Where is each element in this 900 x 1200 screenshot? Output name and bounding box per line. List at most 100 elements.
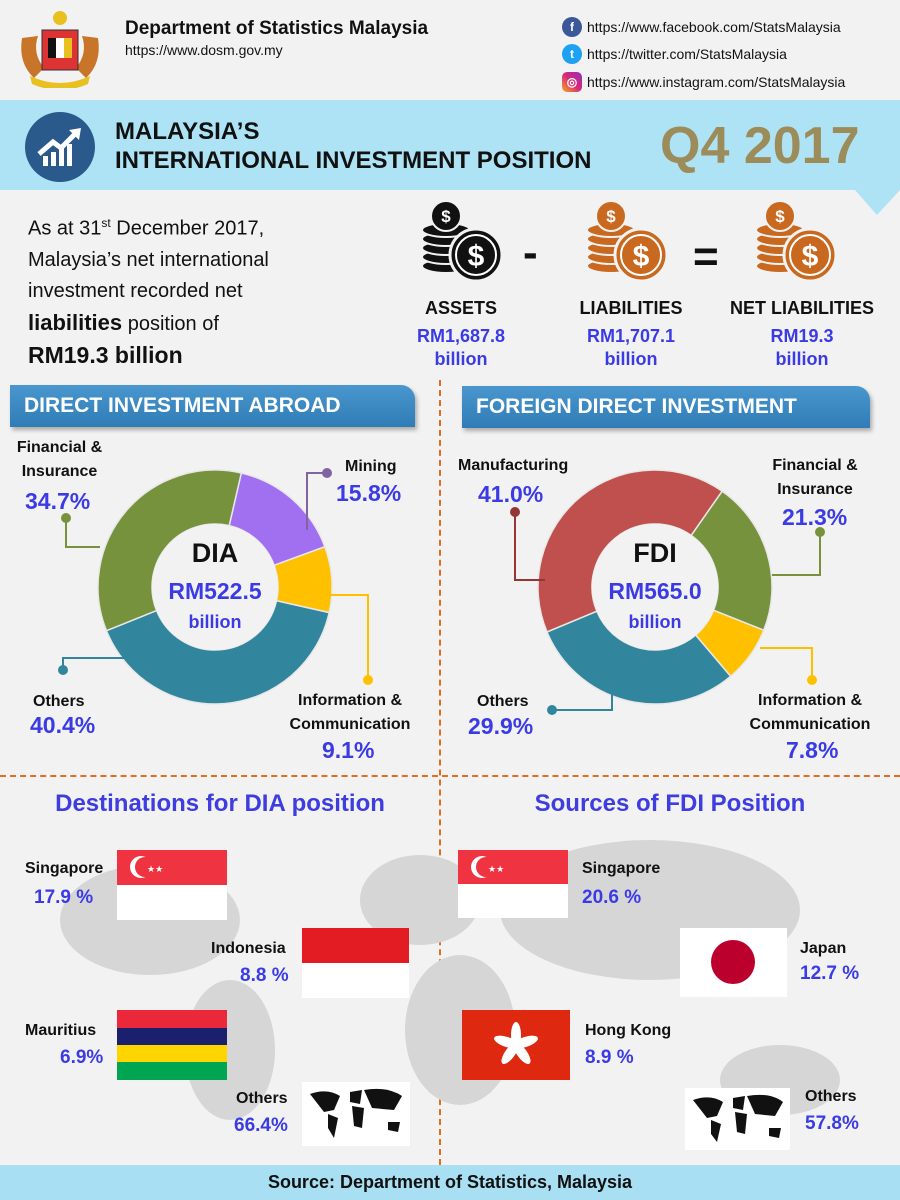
dia-label-others: Others <box>33 693 85 710</box>
dia-leader-financial <box>65 518 100 548</box>
fdi-leader-others <box>552 685 613 711</box>
fdi-country-japan: Japan <box>800 940 847 957</box>
fdi-share-others: 57.8% <box>805 1113 859 1134</box>
fdi-leader-financial <box>772 532 821 576</box>
assets-label: ASSETS <box>424 298 498 318</box>
org-name: Department of Statistics Malaysia <box>125 18 429 39</box>
dia-leader-ict <box>330 594 369 680</box>
intro-text: As at 31st December 2017, Malaysia’s net… <box>28 216 269 368</box>
org-website[interactable]: https://www.dosm.gov.my <box>125 42 283 58</box>
svg-text:$: $ <box>606 207 616 226</box>
japan-flag <box>680 928 787 997</box>
liabilities-coins-icon: $$ <box>586 200 669 283</box>
dia-leader-others <box>62 657 125 670</box>
fdi-share-hong-kong: 8.9 % <box>585 1047 634 1068</box>
liabilities-label: LIABILITIES <box>579 298 683 318</box>
dia-leader-fdi-manufacturing-dot <box>510 507 520 517</box>
dia-destinations-title: Destinations for DIA position <box>55 790 385 817</box>
twitter-link[interactable]: t https://twitter.com/StatsMalaysia <box>562 44 787 64</box>
svg-text:$: $ <box>775 207 785 226</box>
indonesia-flag <box>302 928 409 998</box>
period-label: Q4 2017 <box>660 117 860 175</box>
dia-center-title: DIA <box>191 538 239 568</box>
fdi-country-singapore: Singapore <box>582 860 661 877</box>
dia-pct-mining: 15.8% <box>336 480 402 506</box>
donut-charts <box>58 468 825 715</box>
equals-sign: = <box>693 232 719 281</box>
footer-bar: Source: Department of Statistics, Malays… <box>0 1165 900 1200</box>
dia-leader-financial-dot <box>61 513 71 523</box>
fdi-donut-hole <box>592 524 718 650</box>
dia-label-financial: Financial & Insurance <box>16 439 103 480</box>
hong-kong-flag <box>462 1010 570 1080</box>
dia-pct-ict: 9.1% <box>322 737 375 763</box>
horizontal-divider <box>0 775 900 777</box>
fdi-country-others: Others <box>805 1088 857 1105</box>
net-liabilities-value: RM19.3 billion <box>770 326 834 369</box>
fdi-center-unit: billion <box>628 612 682 632</box>
growth-chart-icon <box>25 112 95 182</box>
fdi-pct-financial: 21.3% <box>782 504 848 530</box>
fdi-share-singapore: 20.6 % <box>582 887 642 908</box>
svg-text:★★: ★★ <box>147 864 163 874</box>
dia-share-mauritius: 6.9% <box>60 1047 104 1068</box>
dia-label-ict: Information & Communication <box>289 692 411 733</box>
fdi-pct-ict: 7.8% <box>786 737 839 763</box>
assets-value: RM1,687.8 billion <box>416 326 506 369</box>
world-map-icon <box>685 1088 790 1150</box>
fdi-label-financial: Financial & Insurance <box>772 457 858 498</box>
dia-country-mauritius: Mauritius <box>25 1022 97 1039</box>
fdi-pct-manufacturing: 41.0% <box>478 481 544 507</box>
svg-text:$: $ <box>441 207 451 226</box>
fdi-leader-ict-dot <box>807 675 817 685</box>
dia-label-mining: Mining <box>345 458 397 475</box>
twitter-icon: t <box>562 44 582 64</box>
fdi-label-ict: Information & Communication <box>749 692 871 733</box>
fdi-center-title: FDI <box>633 538 677 568</box>
net-liabilities-label: NET LIABILITIES <box>730 298 874 318</box>
singapore-flag: ★★ <box>458 850 568 918</box>
dia-center-unit: billion <box>188 612 242 632</box>
fdi-label-others: Others <box>477 693 529 710</box>
dia-pct-others: 40.4% <box>30 712 96 738</box>
svg-text:$: $ <box>802 240 819 273</box>
banner-fold-triangle <box>855 190 900 215</box>
dia-leader-mining-dot <box>322 468 332 478</box>
mauritius-flag <box>117 1010 227 1080</box>
vertical-divider <box>439 380 441 1165</box>
minus-sign: - <box>523 228 538 277</box>
dia-share-singapore: 17.9 % <box>34 887 94 908</box>
dia-leader-fdi-manufacturing <box>514 512 545 581</box>
svg-text:$: $ <box>633 240 650 273</box>
dia-country-others: Others <box>236 1090 288 1107</box>
svg-text:★★: ★★ <box>488 864 504 874</box>
dia-leader-ict-dot <box>363 675 373 685</box>
instagram-link[interactable]: ◎ https://www.instagram.com/StatsMalaysi… <box>562 72 845 92</box>
fdi-sources-title: Sources of FDI Position <box>534 790 806 817</box>
dia-leader-mining <box>306 472 327 530</box>
facebook-link[interactable]: f https://www.facebook.com/StatsMalaysia <box>562 17 841 37</box>
fdi-share-japan: 12.7 % <box>800 963 860 984</box>
source-note: Source: Department of Statistics, Malays… <box>267 1172 633 1192</box>
singapore-flag: ★★ <box>117 850 227 920</box>
fdi-label-manufacturing: Manufacturing <box>458 457 569 474</box>
dia-leader-others-dot <box>58 665 68 675</box>
svg-text:$: $ <box>468 240 485 273</box>
net-liabilities-coins-icon: $$ <box>755 200 838 283</box>
banner-title-line2: INTERNATIONAL INVESTMENT POSITION <box>115 147 592 174</box>
dia-pct-financial: 34.7% <box>25 488 91 514</box>
dia-donut-hole <box>152 524 278 650</box>
instagram-icon: ◎ <box>562 72 582 92</box>
facebook-icon: f <box>562 17 582 37</box>
assets-coins-icon: $$ <box>421 200 504 283</box>
fdi-pct-others: 29.9% <box>468 713 534 739</box>
fdi-section-header: FOREIGN DIRECT INVESTMENT <box>462 386 870 428</box>
fdi-center-value: RM565.0 <box>608 578 702 604</box>
dia-country-indonesia: Indonesia <box>211 940 286 957</box>
title-banner <box>0 100 900 190</box>
banner-title-line1: MALAYSIA’S <box>115 118 260 145</box>
fdi-leader-ict <box>760 647 813 680</box>
dia-section-header: DIRECT INVESTMENT ABROAD <box>10 385 415 427</box>
coat-of-arms-logo <box>14 8 106 90</box>
dia-share-others: 66.4% <box>234 1115 288 1136</box>
